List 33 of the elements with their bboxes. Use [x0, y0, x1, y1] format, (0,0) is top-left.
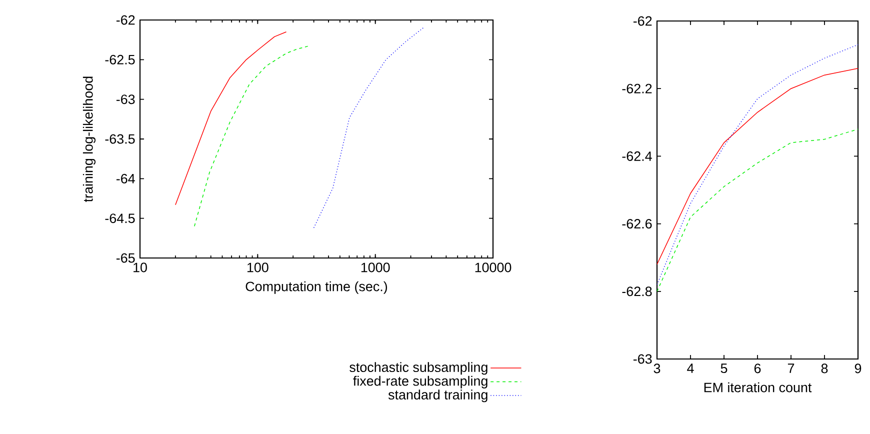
- y-tick-label: -62.4: [622, 151, 652, 161]
- y-tick-label: -62.8: [622, 286, 652, 296]
- x-tick-label: 100: [247, 262, 268, 272]
- x-axis-title: Computation time (sec.): [246, 281, 388, 294]
- y-tick-label: -62.2: [622, 84, 652, 94]
- y-tick-label: -62: [116, 15, 135, 25]
- x-tick-label: 3: [654, 364, 660, 374]
- x-tick-label: 10000: [475, 262, 512, 272]
- y-tick-label: -63: [116, 94, 135, 104]
- x-tick-label: 10: [134, 262, 147, 272]
- x-tick-label: 5: [720, 364, 728, 374]
- y-tick-label: -62.6: [622, 219, 652, 229]
- x-tick-label: 6: [754, 364, 761, 374]
- line-series: [657, 68, 858, 265]
- x-axis-title: EM iteration count: [704, 382, 812, 392]
- legend-label: fixed-rate subsampling: [353, 376, 488, 388]
- y-tick-label: -63: [633, 354, 652, 364]
- legend-label: stochastic subsampling: [350, 362, 488, 375]
- y-tick-label: -62: [633, 16, 652, 26]
- x-tick-label: 8: [821, 364, 828, 374]
- x-tick-label: 7: [788, 364, 794, 373]
- line-series: [657, 128, 858, 292]
- y-tick-label: -62.5: [105, 54, 135, 64]
- y-tick-label: -63.5: [105, 134, 135, 144]
- y-tick-label: -65: [116, 253, 135, 263]
- y-tick-label: -64.5: [105, 214, 135, 224]
- x-tick-label: 4: [687, 364, 694, 373]
- y-tick-label: -64: [116, 174, 135, 184]
- x-tick-label: 1000: [361, 262, 390, 272]
- legend-label: standard training: [388, 390, 488, 402]
- line-series: [657, 44, 858, 286]
- x-tick-label: 9: [854, 364, 862, 374]
- y-axis-title: training log-likelihood: [82, 76, 96, 202]
